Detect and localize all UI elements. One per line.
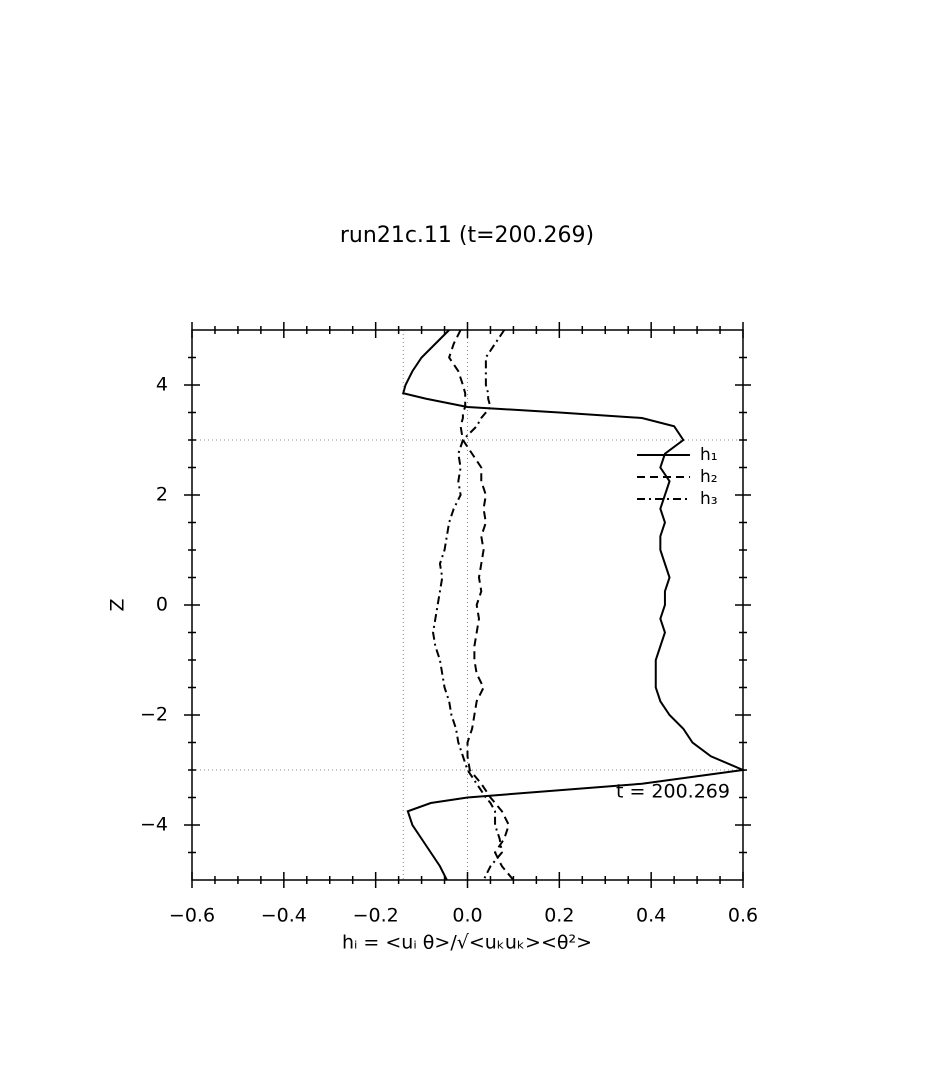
legend-label: h₁ bbox=[700, 445, 718, 465]
x-tick-label: −0.4 bbox=[261, 905, 307, 927]
x-axis-label: hᵢ = <uᵢ θ>/√<uₖuₖ><θ²> bbox=[342, 932, 592, 954]
x-tick-label: 0.2 bbox=[544, 905, 574, 927]
annotation: t = 200.269 bbox=[616, 781, 730, 803]
y-tick-label: 4 bbox=[156, 374, 168, 396]
x-tick-label: 0.4 bbox=[636, 905, 666, 927]
y-axis-label: Z bbox=[107, 598, 129, 611]
data-line bbox=[401, 329, 747, 881]
y-tick-label: 2 bbox=[156, 484, 168, 506]
x-tick-label: 0.6 bbox=[728, 905, 758, 927]
x-tick-label: −0.2 bbox=[353, 905, 399, 927]
y-tick-label: 0 bbox=[156, 594, 168, 616]
y-tick-label: −2 bbox=[140, 704, 168, 726]
data-line bbox=[448, 329, 515, 881]
y-tick-label: −4 bbox=[140, 814, 168, 836]
data-line bbox=[432, 329, 506, 881]
legend-label: h₂ bbox=[700, 467, 718, 487]
x-tick-label: 0.0 bbox=[452, 905, 482, 927]
legend-label: h₃ bbox=[700, 489, 718, 509]
x-tick-label: −0.6 bbox=[169, 905, 215, 927]
chart-title: run21c.11 (t=200.269) bbox=[340, 223, 594, 248]
